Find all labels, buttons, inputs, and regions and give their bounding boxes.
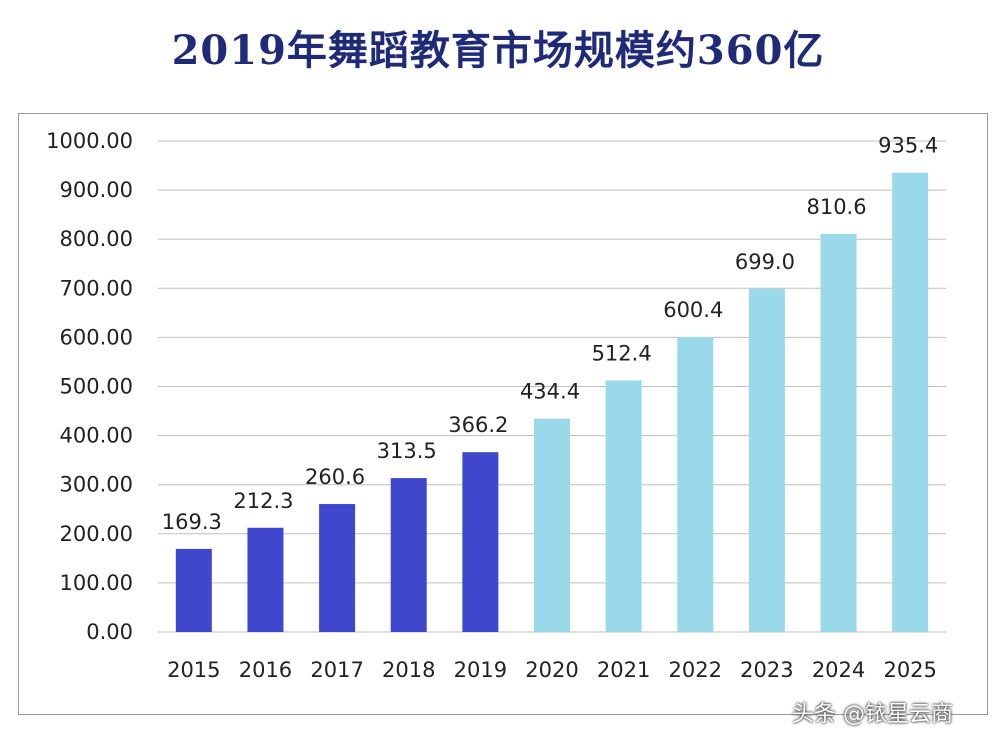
x-tick-label: 2016 [239, 658, 292, 682]
y-tick-label: 300.00 [60, 473, 133, 497]
bar [748, 288, 785, 632]
data-label: 212.3 [233, 489, 293, 513]
y-tick-label: 800.00 [60, 227, 133, 251]
bar [319, 504, 356, 632]
y-tick-label: 1000.00 [46, 129, 133, 153]
data-label: 366.2 [448, 413, 508, 437]
y-tick-label: 700.00 [60, 276, 133, 300]
x-tick-label: 2021 [597, 658, 650, 682]
y-tick-label: 200.00 [60, 522, 133, 546]
x-tick-label: 2019 [454, 658, 507, 682]
data-label: 600.4 [663, 298, 723, 322]
bar [820, 233, 857, 632]
bar [247, 527, 284, 632]
bar [677, 337, 714, 632]
watermark: 头条 @铱星云商 [792, 702, 953, 727]
x-tick-label: 2017 [310, 658, 363, 682]
chart-frame [18, 113, 988, 715]
y-tick-label: 0.00 [86, 620, 133, 644]
bar [462, 452, 499, 632]
x-tick-label: 2020 [525, 658, 578, 682]
x-tick-label: 2018 [382, 658, 435, 682]
x-tick-label: 2015 [167, 658, 220, 682]
data-label: 699.0 [735, 250, 795, 274]
data-label: 810.6 [806, 195, 866, 219]
x-tick-label: 2022 [669, 658, 722, 682]
bar [605, 380, 642, 632]
data-label: 434.4 [520, 380, 580, 404]
bar [390, 478, 427, 632]
bar [175, 548, 212, 632]
y-tick-label: 100.00 [60, 571, 133, 595]
y-tick-label: 400.00 [60, 424, 133, 448]
chart-title: 2019年舞蹈教育市场规模约360亿 [171, 27, 825, 74]
y-tick-label: 900.00 [60, 178, 133, 202]
y-tick-label: 600.00 [60, 325, 133, 349]
x-tick-label: 2024 [812, 658, 865, 682]
x-tick-label: 2023 [740, 658, 793, 682]
data-label: 169.3 [162, 510, 222, 534]
bar [892, 172, 929, 632]
data-label: 935.4 [878, 134, 938, 158]
x-tick-label: 2025 [883, 658, 936, 682]
bar [534, 418, 570, 632]
data-label: 260.6 [305, 465, 365, 489]
y-tick-label: 500.00 [60, 375, 133, 399]
data-label: 313.5 [377, 439, 437, 463]
data-label: 512.4 [592, 341, 652, 365]
